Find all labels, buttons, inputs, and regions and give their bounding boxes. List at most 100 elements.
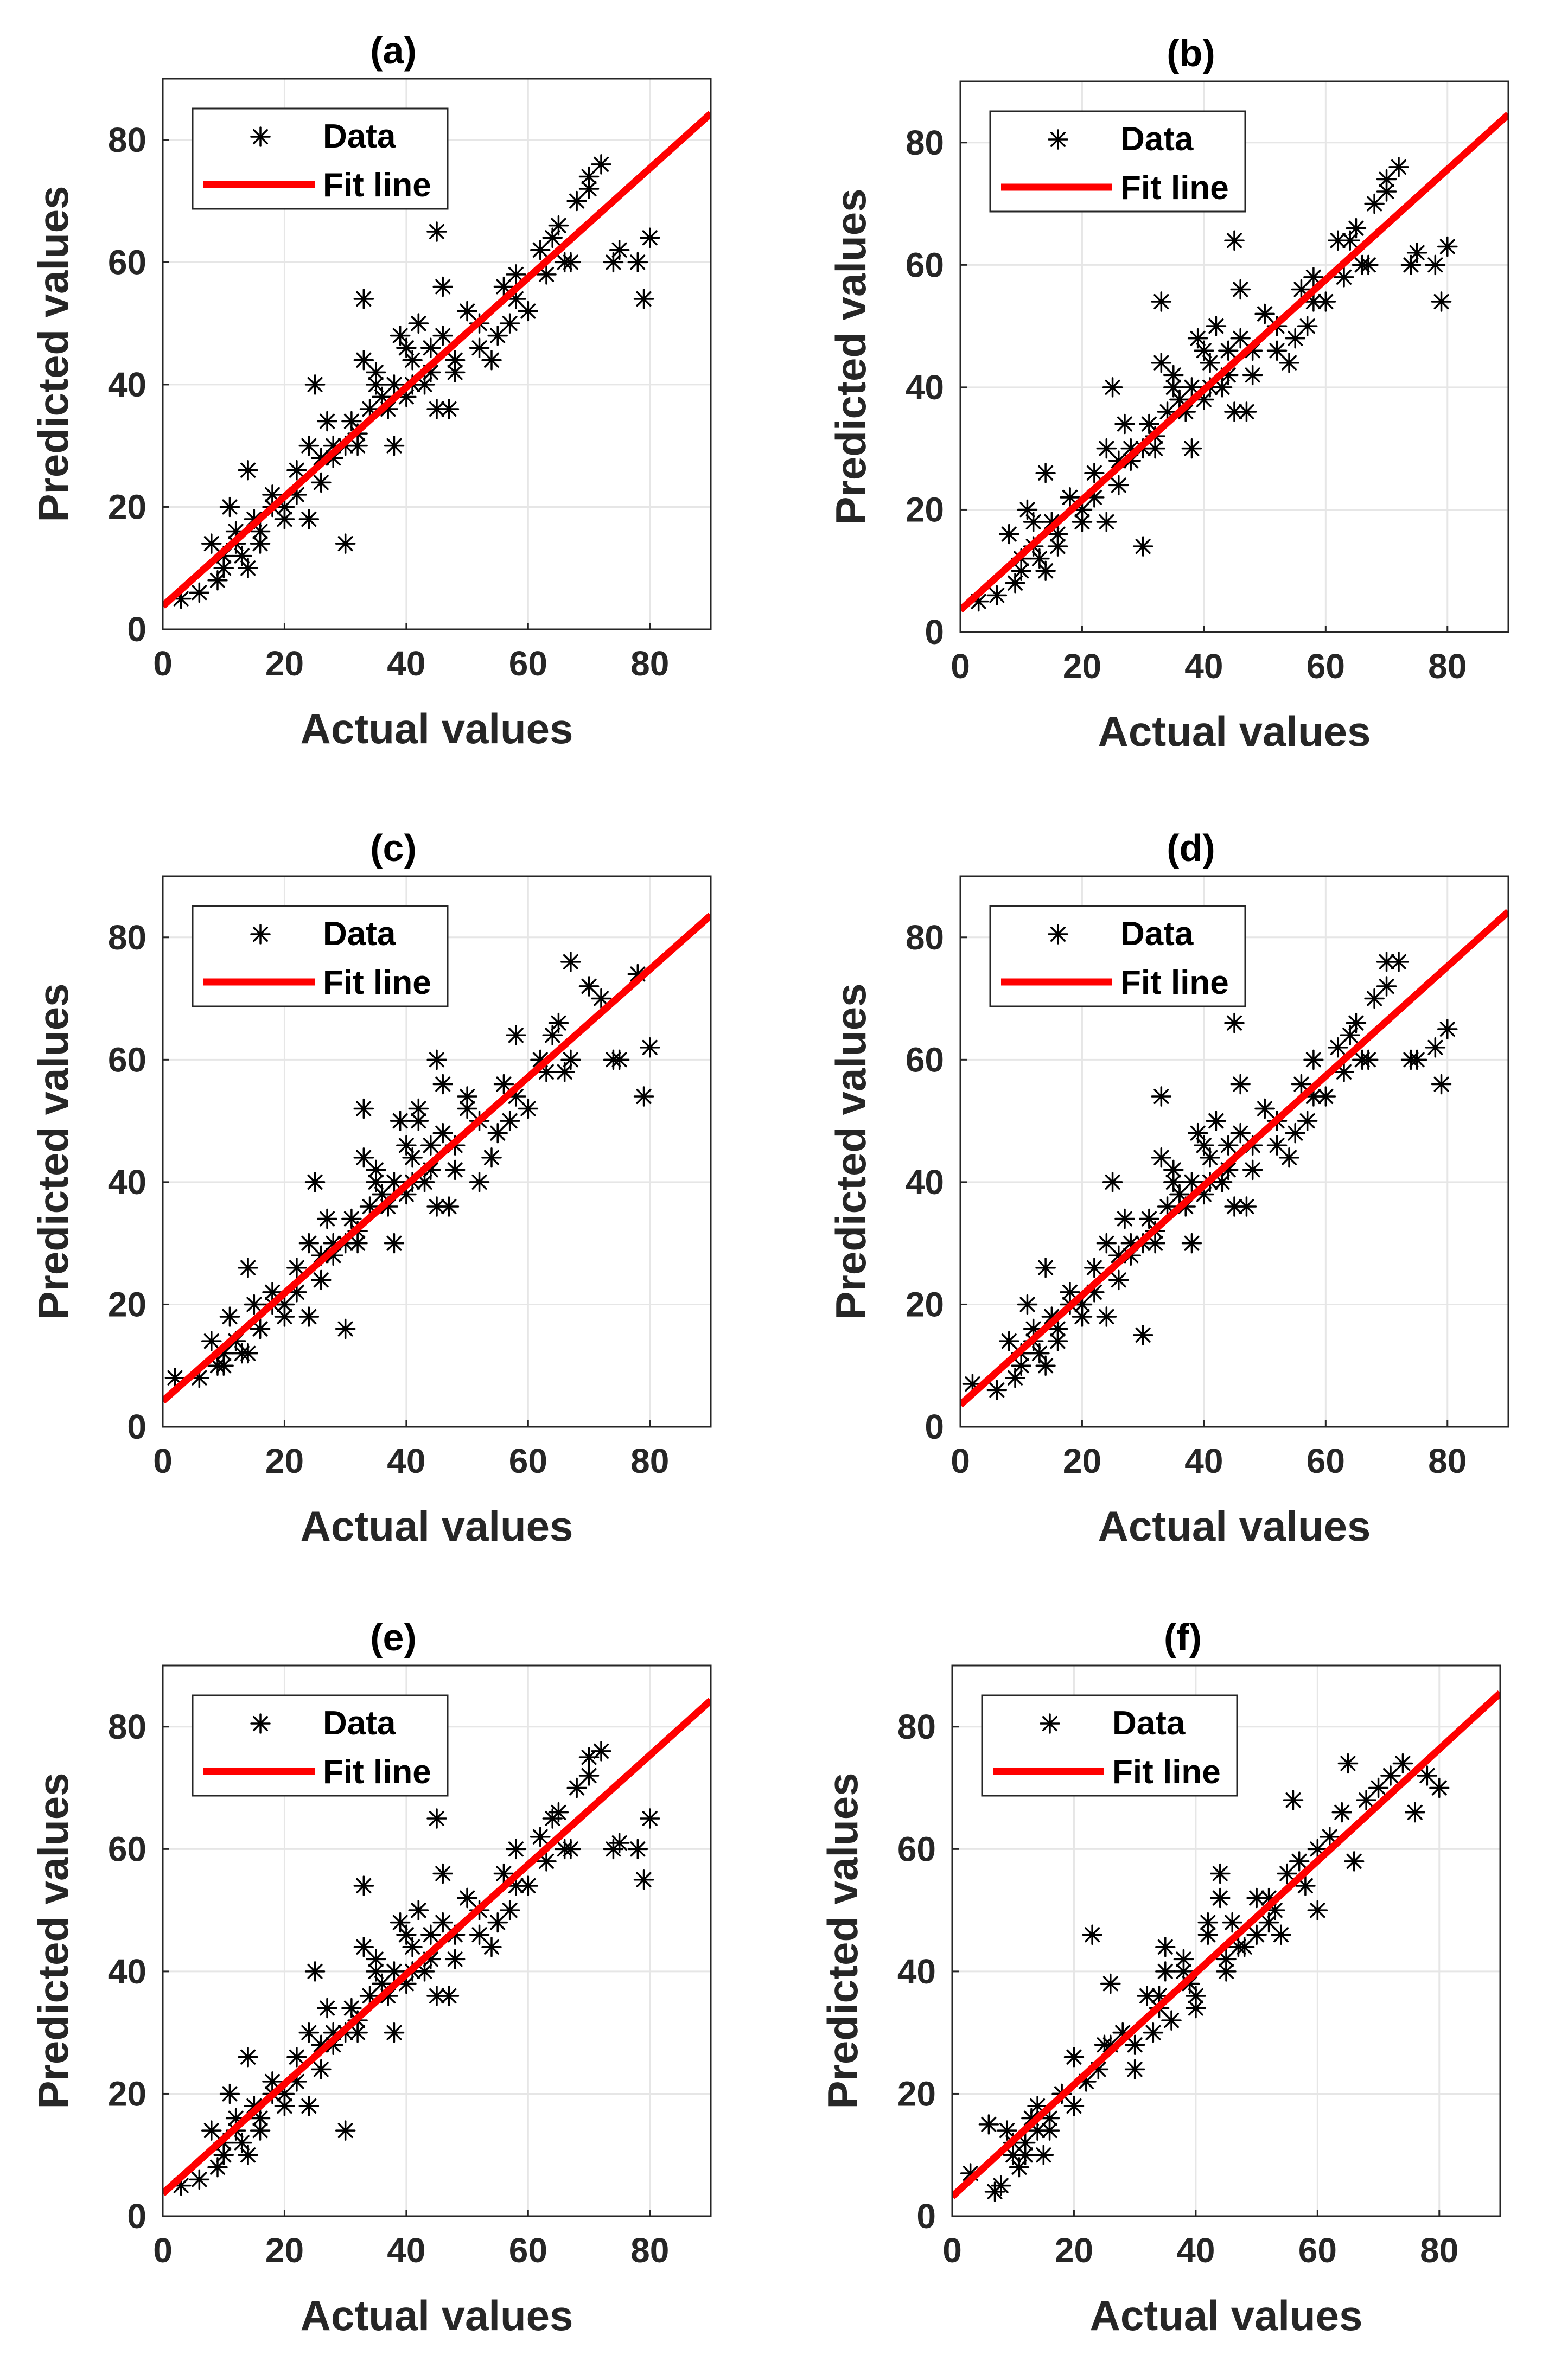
legend-marker-stroke: [1042, 1716, 1057, 1731]
data-point-stroke: [1038, 1260, 1054, 1275]
data-point-stroke: [1044, 1309, 1060, 1324]
data-point-stroke: [216, 560, 232, 576]
x-tick-label: 60: [509, 2231, 547, 2270]
data-point: [1289, 1851, 1310, 1872]
data-point: [1376, 976, 1397, 997]
data-point: [353, 350, 374, 371]
data-point: [457, 1098, 477, 1119]
data-point-stroke: [1188, 2000, 1203, 2016]
data-point: [1343, 1851, 1365, 1872]
data-point-stroke: [642, 1810, 658, 1826]
data-point: [1279, 1147, 1299, 1168]
data-point: [999, 524, 1019, 545]
data-point-stroke: [490, 1915, 506, 1930]
data-point-stroke: [1127, 2037, 1143, 2053]
data-point-stroke: [1318, 1089, 1334, 1104]
legend-box: [989, 110, 1246, 213]
data-point-stroke: [1151, 1988, 1167, 2003]
data-point: [432, 325, 453, 346]
data-point-stroke: [423, 1951, 438, 1967]
data-point: [1242, 365, 1263, 386]
data-point-stroke: [447, 352, 463, 368]
data-point-stroke: [532, 242, 548, 258]
data-point: [578, 1747, 600, 1768]
data-point-stroke: [167, 1370, 183, 1386]
data-point-stroke: [435, 1076, 451, 1092]
data-point-stroke: [965, 1376, 980, 1392]
x-tick-label: 40: [387, 644, 425, 683]
data-point-stroke: [301, 2098, 317, 2114]
data-point-stroke: [1360, 257, 1376, 273]
axes-box: [959, 80, 1509, 633]
data-point: [390, 1111, 411, 1131]
y-tick-label: 80: [108, 120, 146, 159]
y-tick-label: 20: [897, 2074, 936, 2113]
data-point-stroke: [326, 1248, 341, 1264]
data-point-stroke: [1086, 1260, 1102, 1275]
legend-marker-data: [250, 126, 271, 147]
data-point: [317, 1998, 337, 2019]
data-point: [1194, 340, 1214, 361]
data-point: [1108, 475, 1129, 496]
data-point: [353, 1875, 374, 1896]
y-tick-label: 40: [897, 1952, 936, 1991]
data-point: [457, 301, 477, 322]
data-point-stroke: [252, 524, 268, 539]
data-point: [238, 2047, 258, 2068]
x-tick-label: 60: [509, 644, 547, 683]
data-point-stroke: [999, 2123, 1015, 2139]
data-point-stroke: [441, 1988, 457, 2003]
data-point-stroke: [1117, 1211, 1132, 1227]
data-point-stroke: [441, 401, 457, 417]
data-point-stroke: [1172, 1186, 1187, 1202]
data-point-stroke: [1111, 1248, 1126, 1264]
data-point-stroke: [630, 1841, 646, 1857]
y-tick-label: 60: [906, 1040, 944, 1079]
data-point-stroke: [228, 2110, 244, 2126]
data-point-stroke: [1115, 2025, 1131, 2040]
data-point-stroke: [386, 2025, 402, 2040]
data-point: [1346, 1012, 1367, 1033]
data-point-stroke: [429, 1810, 444, 1826]
data-point: [426, 1986, 447, 2006]
data-point-stroke: [343, 1211, 359, 1227]
y-tick-label: 0: [127, 610, 146, 649]
data-point: [1114, 1208, 1135, 1229]
x-tick-label: 60: [509, 1441, 547, 1481]
data-point: [1181, 1172, 1202, 1192]
data-point-stroke: [606, 254, 621, 270]
legend-label-fit: Fit line: [323, 167, 431, 204]
data-point-stroke: [417, 1174, 432, 1190]
data-point-stroke: [1282, 355, 1297, 371]
data-point: [1151, 291, 1172, 312]
data-point: [518, 1098, 539, 1119]
data-point-stroke: [630, 966, 646, 982]
data-point: [633, 1869, 654, 1890]
data-point-stroke: [277, 1297, 292, 1312]
chart-title: (c): [370, 827, 417, 869]
data-point: [420, 337, 441, 358]
data-point-stroke: [289, 2049, 304, 2065]
legend-marker-stroke: [1050, 927, 1066, 942]
data-point: [603, 1049, 624, 1070]
data-point: [1364, 988, 1385, 1009]
data-point: [353, 1147, 374, 1168]
data-point: [1114, 413, 1135, 435]
data-point-stroke: [173, 2178, 189, 2193]
data-point-stroke: [557, 1064, 572, 1080]
x-tick-label: 80: [630, 2231, 669, 2270]
data-point-stroke: [1153, 294, 1169, 309]
data-point-stroke: [1225, 1915, 1240, 1930]
data-point-stroke: [320, 1211, 335, 1227]
data-point-stroke: [1427, 257, 1443, 273]
x-tick-label: 40: [387, 2231, 425, 2270]
data-point-stroke: [460, 1890, 475, 1906]
data-point: [1210, 1863, 1231, 1884]
data-point: [408, 1900, 429, 1920]
data-point-stroke: [435, 279, 451, 295]
data-point-stroke: [1165, 367, 1181, 383]
data-point-stroke: [1239, 404, 1254, 419]
data-point-stroke: [356, 1878, 372, 1893]
data-point-stroke: [508, 1089, 524, 1104]
data-point: [1346, 218, 1367, 239]
